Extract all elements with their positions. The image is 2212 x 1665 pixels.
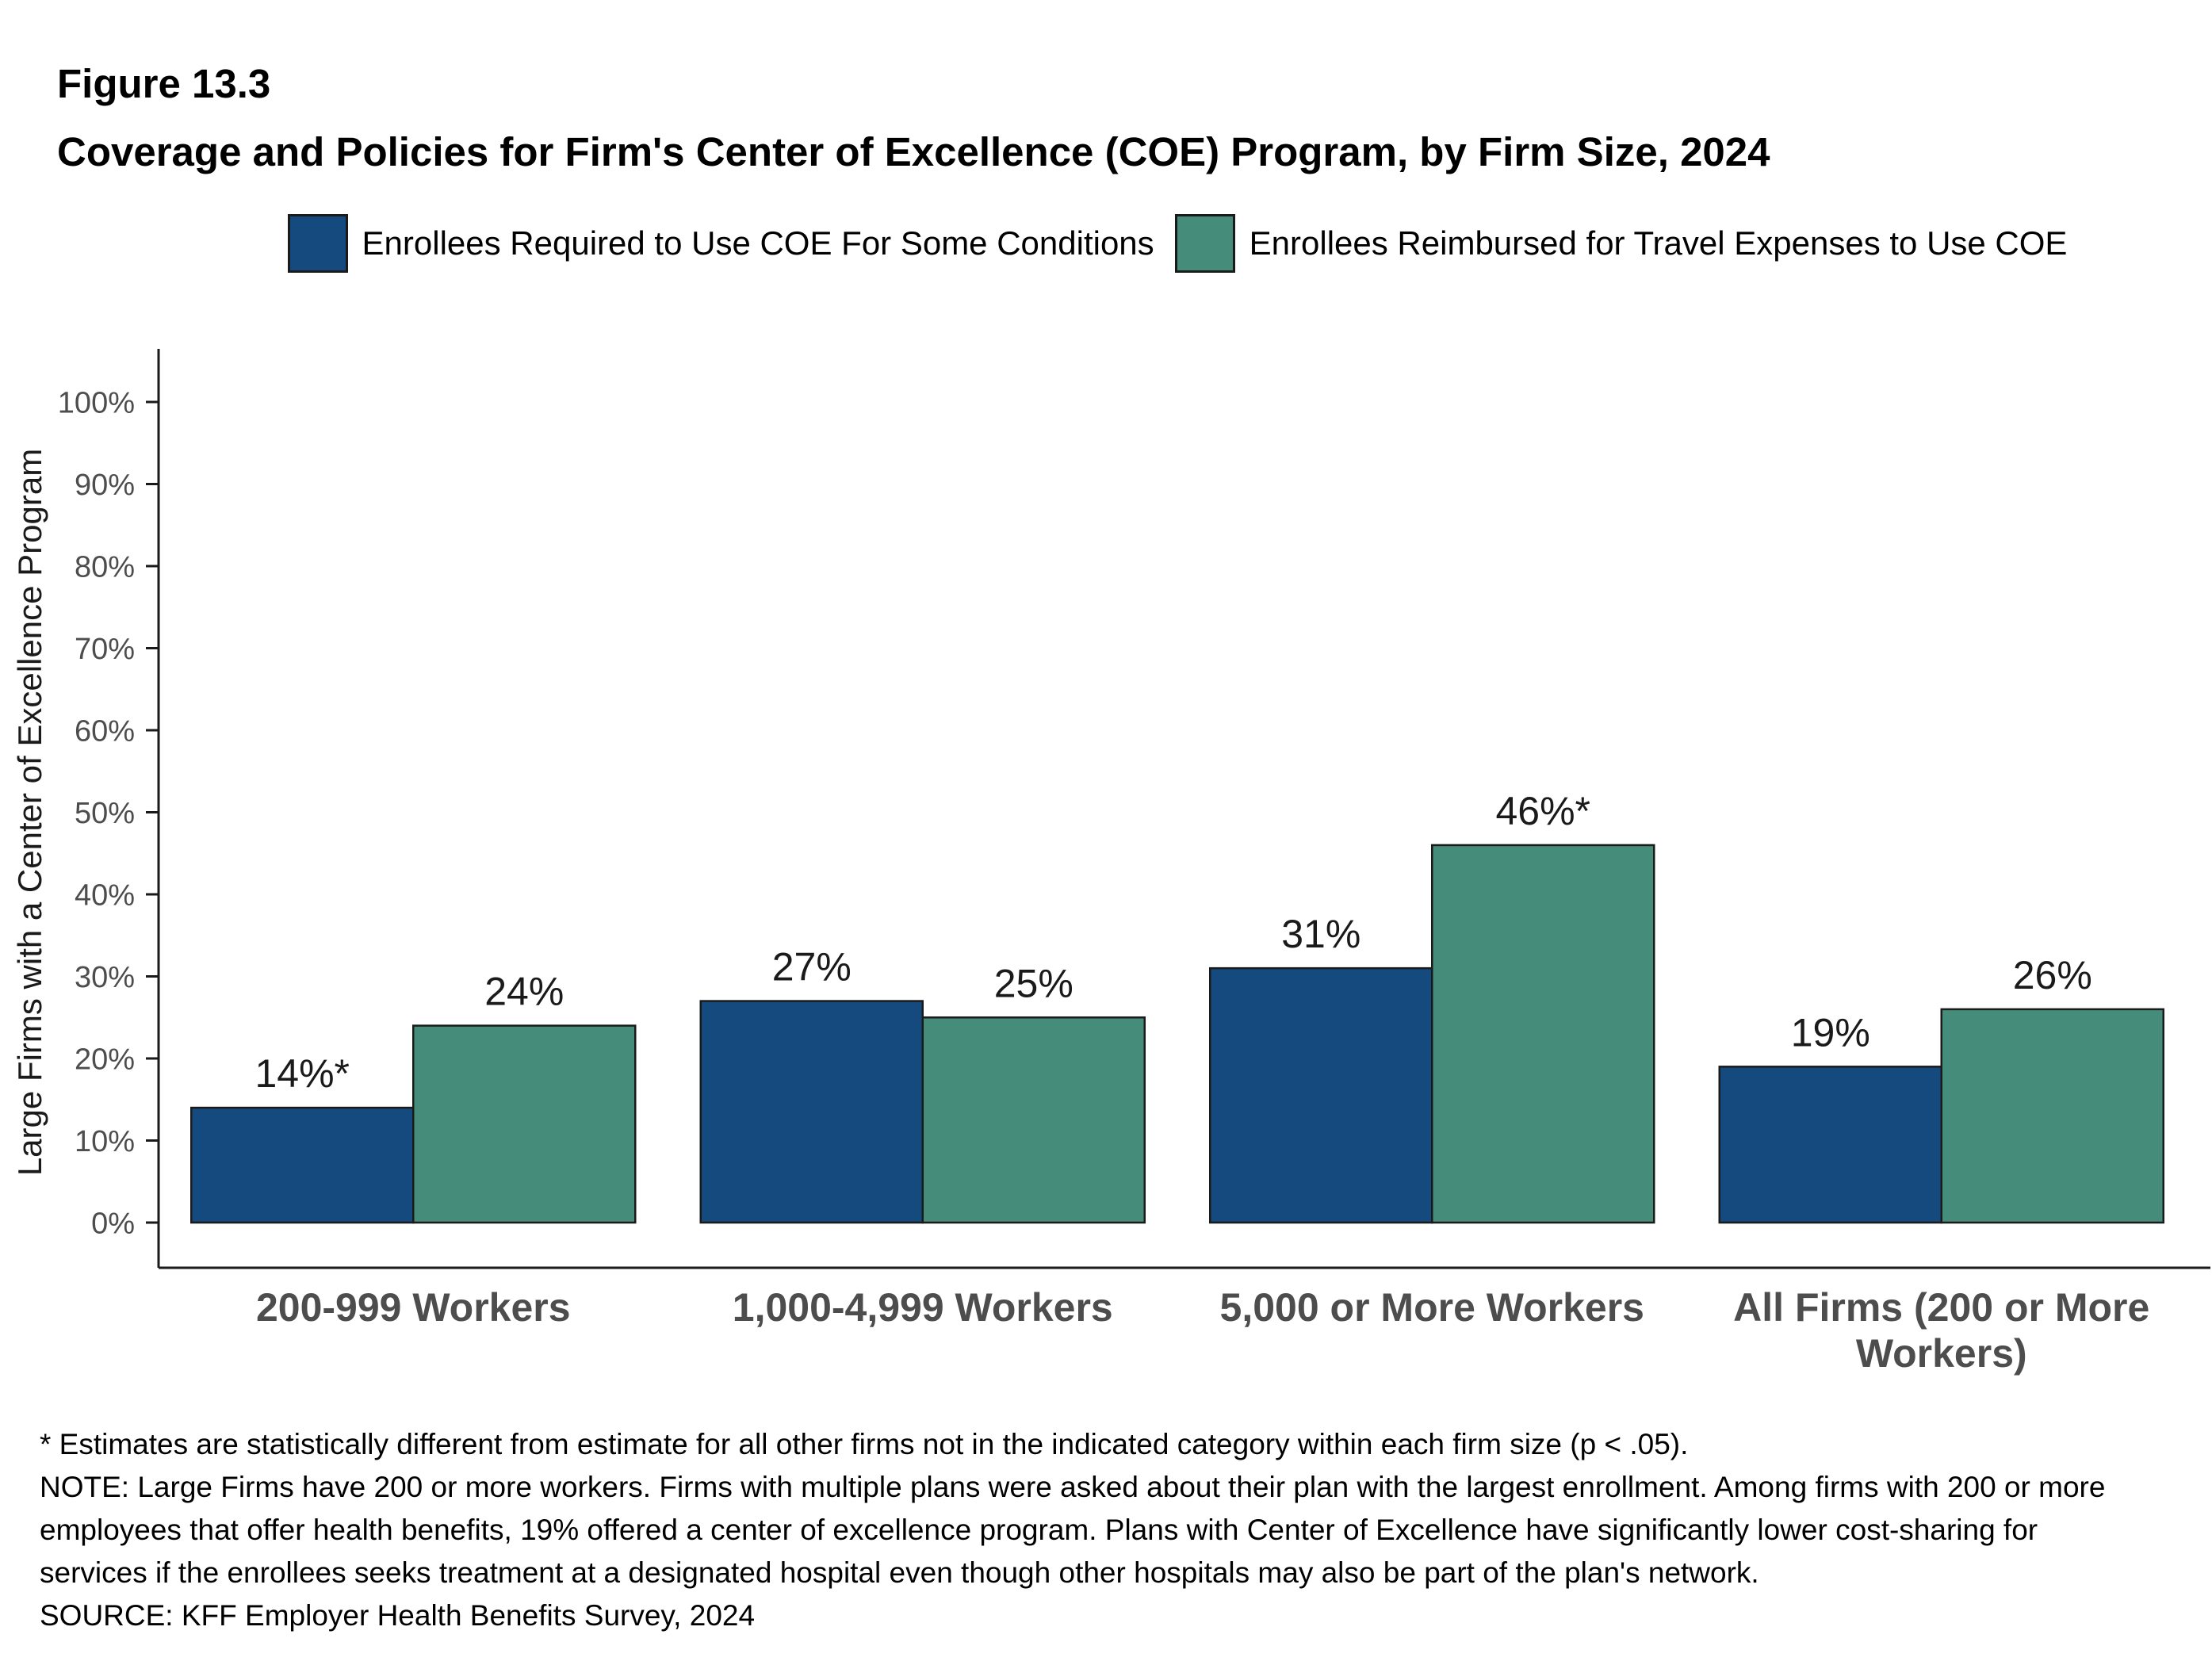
bar: [412, 1024, 637, 1224]
footnote-asterisk: * Estimates are statistically different …: [40, 1428, 1689, 1460]
bar-value-label: 46%*: [1495, 789, 1590, 833]
y-tick-label: 60%: [75, 714, 135, 748]
legend-label: Enrollees Required to Use COE For Some C…: [362, 224, 1154, 262]
bar: [1431, 844, 1655, 1224]
y-tick-label: 0%: [91, 1207, 135, 1240]
x-category-label: 1,000-4,999 Workers: [733, 1285, 1113, 1330]
bar: [1940, 1008, 2164, 1224]
bar-value-label: 26%: [2013, 953, 2092, 997]
bar-value-label: 31%: [1281, 912, 1360, 956]
bar-value-label: 25%: [994, 961, 1073, 1005]
y-tick-label: 20%: [75, 1043, 135, 1076]
legend-swatch: [287, 214, 348, 273]
legend-label: Enrollees Reimbursed for Travel Expenses…: [1249, 224, 2068, 262]
bar: [190, 1106, 415, 1224]
bar-value-label: 27%: [772, 945, 852, 989]
bar: [699, 1000, 924, 1224]
figure-title: Coverage and Policies for Firm's Center …: [57, 129, 1770, 174]
bar: [1718, 1066, 1942, 1224]
x-category-label: 5,000 or More Workers: [1220, 1285, 1644, 1330]
figure-number: Figure 13.3: [57, 61, 271, 106]
bar: [1209, 966, 1433, 1224]
y-tick-label: 30%: [75, 961, 135, 994]
y-tick-label: 80%: [75, 550, 135, 584]
bar: [921, 1016, 1146, 1224]
y-tick-label: 10%: [75, 1125, 135, 1158]
legend-item-1: Enrollees Required to Use COE For Some C…: [287, 214, 1154, 273]
y-tick-label: 90%: [75, 469, 135, 502]
x-category-label: All Firms (200 or More Workers): [1733, 1285, 2149, 1376]
y-axis-title: Large Firms with a Center of Excellence …: [11, 449, 48, 1176]
chart-legend: Enrollees Required to Use COE For Some C…: [163, 214, 2192, 273]
y-tick-label: 100%: [58, 386, 135, 419]
bar-value-label: 14%*: [254, 1051, 350, 1096]
bar-value-label: 19%: [1791, 1010, 1870, 1054]
bar-chart: 14%* 27% 31% 19% 24% 25% 46%* 26% 0% 10% 20% 30% 40%…: [11, 349, 2210, 1376]
footnote-note: NOTE: Large Firms have 200 or more worke…: [40, 1471, 2106, 1589]
bar-value-label: 24%: [484, 970, 564, 1014]
legend-swatch: [1174, 214, 1235, 273]
x-category-label: 200-999 Workers: [256, 1285, 571, 1330]
y-tick-label: 70%: [75, 633, 135, 666]
y-tick-label: 50%: [75, 797, 135, 830]
legend-item-2: Enrollees Reimbursed for Travel Expenses…: [1174, 214, 2068, 273]
footnotes: * Estimates are statistically different …: [40, 1423, 2149, 1637]
footnote-source: SOURCE: KFF Employer Health Benefits Sur…: [40, 1599, 756, 1632]
y-tick-label: 40%: [75, 878, 135, 912]
